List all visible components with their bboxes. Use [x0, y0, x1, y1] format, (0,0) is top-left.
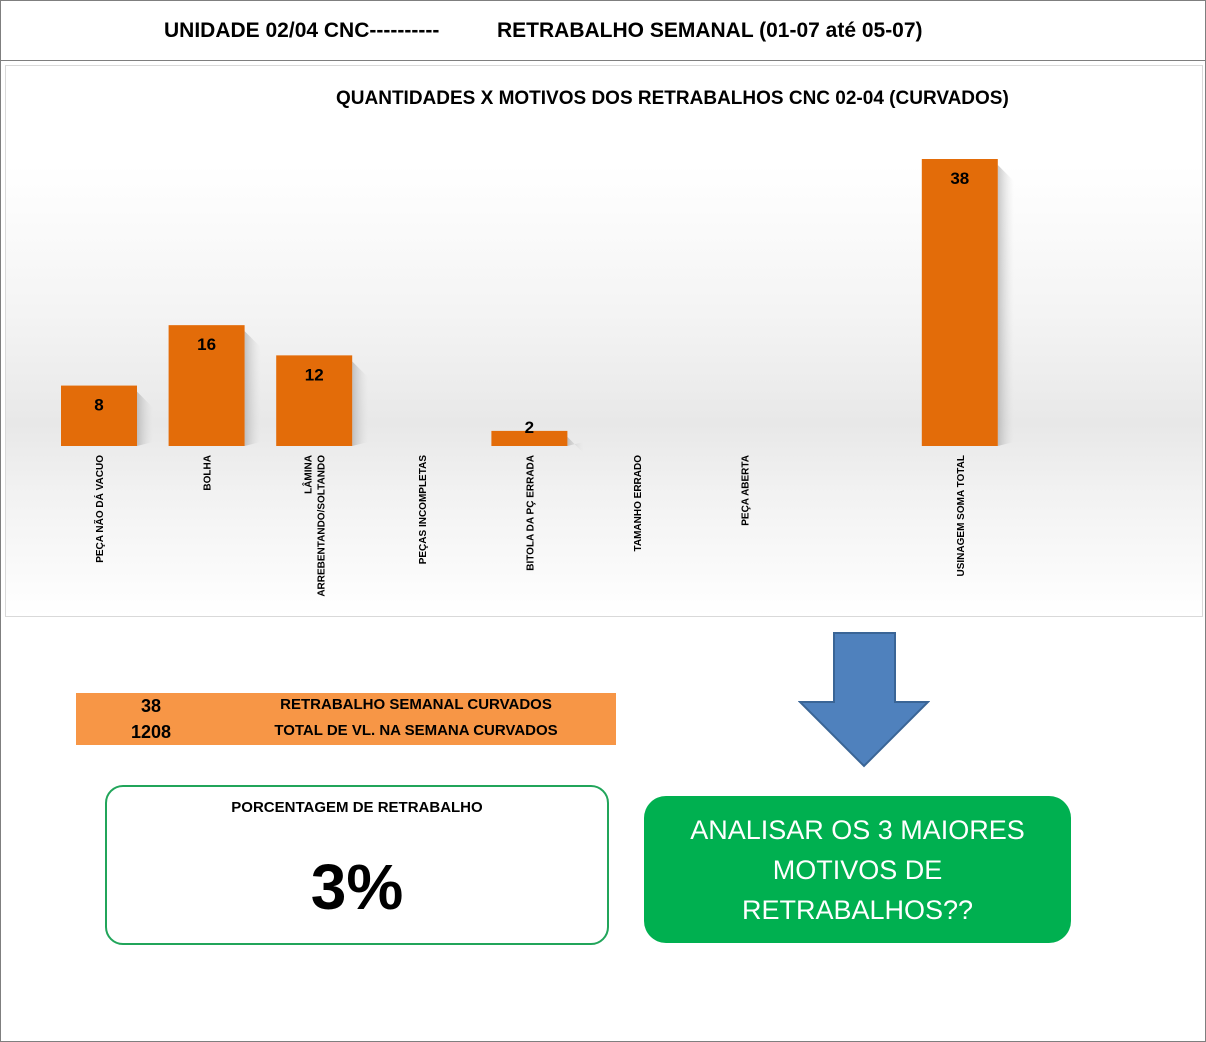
- total-count: 1208: [130, 722, 172, 742]
- bar-value-label: 2: [525, 418, 534, 437]
- bar-shadow: [352, 361, 369, 446]
- bar-value-label: 8: [94, 396, 103, 415]
- analysis-callout: ANALISAR OS 3 MAIORES MOTIVOS DE RETRABA…: [644, 796, 1071, 943]
- bar: [168, 325, 245, 446]
- bar-value-label: 16: [197, 335, 216, 354]
- category-label: TAMANHO ERRADO: [633, 455, 644, 552]
- page-header: UNIDADE 02/04 CNC---------- RETRABALHO S…: [1, 1, 1205, 61]
- bar: [921, 159, 998, 446]
- bar: [491, 430, 568, 446]
- bar-shadow: [137, 391, 153, 446]
- header-unit: UNIDADE 02/04 CNC----------: [164, 19, 440, 42]
- percentage-title: PORCENTAGEM DE RETRABALHO: [231, 799, 483, 816]
- chart-area: QUANTIDADES X MOTIVOS DOS RETRABALHOS CN…: [5, 65, 1203, 617]
- chart-title: QUANTIDADES X MOTIVOS DOS RETRABALHOS CN…: [336, 88, 1009, 109]
- percentage-box: PORCENTAGEM DE RETRABALHO 3%: [105, 785, 609, 945]
- percentage-value: 3%: [310, 851, 404, 923]
- bar: [61, 385, 137, 446]
- category-label: PEÇAS INCOMPLETAS: [418, 455, 429, 565]
- category-label: BOLHA: [203, 455, 214, 491]
- category-label: PEÇA NÃO DÁ VACUO: [93, 455, 106, 563]
- bar-value-label: 38: [950, 169, 969, 188]
- bar-shadow: [244, 331, 261, 446]
- summary-row-rework: 38 RETRABALHO SEMANAL CURVADOS: [76, 693, 616, 719]
- category-label: LÂMINA: [302, 455, 315, 494]
- bar-shadow: [567, 436, 584, 453]
- category-label: USINAGEM SOMA TOTAL: [956, 455, 967, 576]
- bar-shadow: [997, 165, 1014, 446]
- summary-row-total: 1208 TOTAL DE VL. NA SEMANA CURVADOS: [76, 719, 616, 745]
- category-label: BITOLA DA PÇ ERRADA: [525, 455, 536, 571]
- total-label: TOTAL DE VL. NA SEMANA CURVADOS: [274, 722, 558, 739]
- header-title: RETRABALHO SEMANAL (01-07 até 05-07): [497, 19, 923, 42]
- analysis-callout-text: ANALISAR OS 3 MAIORES MOTIVOS DE RETRABA…: [690, 814, 1025, 925]
- rework-count: 38: [140, 696, 162, 716]
- bar: [276, 355, 353, 446]
- summary-table: 38 RETRABALHO SEMANAL CURVADOS 1208 TOTA…: [76, 693, 616, 745]
- category-label: PEÇA ABERTA: [741, 455, 752, 526]
- category-label: ARREBENTANDO/SOLTANDO: [317, 455, 328, 597]
- down-arrow-icon: [798, 632, 930, 768]
- bar-value-label: 12: [305, 365, 324, 384]
- bar-chart: 8 PEÇA NÃO DÁ VACUO 16 BOLHA 12 LÂMINA ARREBEN…: [61, 159, 1014, 597]
- rework-label: RETRABALHO SEMANAL CURVADOS: [280, 696, 552, 713]
